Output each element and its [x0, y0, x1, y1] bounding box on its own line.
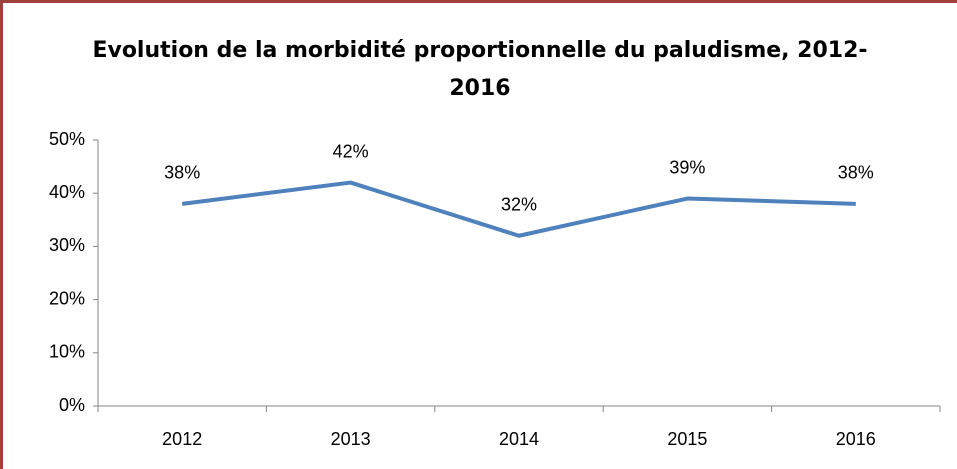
x-tick-label: 2015: [667, 429, 707, 449]
data-label: 32%: [501, 195, 537, 215]
data-label: 38%: [164, 163, 200, 183]
data-label: 39%: [669, 157, 705, 177]
chart-title: Evolution de la morbidité proportionnell…: [92, 38, 868, 101]
x-tick-label: 2014: [499, 429, 539, 449]
y-tick-label: 40%: [49, 182, 85, 202]
series-line: [181, 180, 856, 238]
y-tick-label: 0%: [59, 395, 85, 415]
x-tick-label: 2016: [836, 429, 876, 449]
y-tick-label: 10%: [49, 342, 85, 362]
y-tick-label: 50%: [49, 129, 85, 149]
data-label: 38%: [838, 163, 874, 183]
data-label: 42%: [333, 141, 369, 161]
x-tick-label: 2012: [162, 429, 202, 449]
y-tick-label: 30%: [49, 235, 85, 255]
x-tick-label: 2013: [331, 429, 371, 449]
y-tick-label: 20%: [49, 288, 85, 308]
